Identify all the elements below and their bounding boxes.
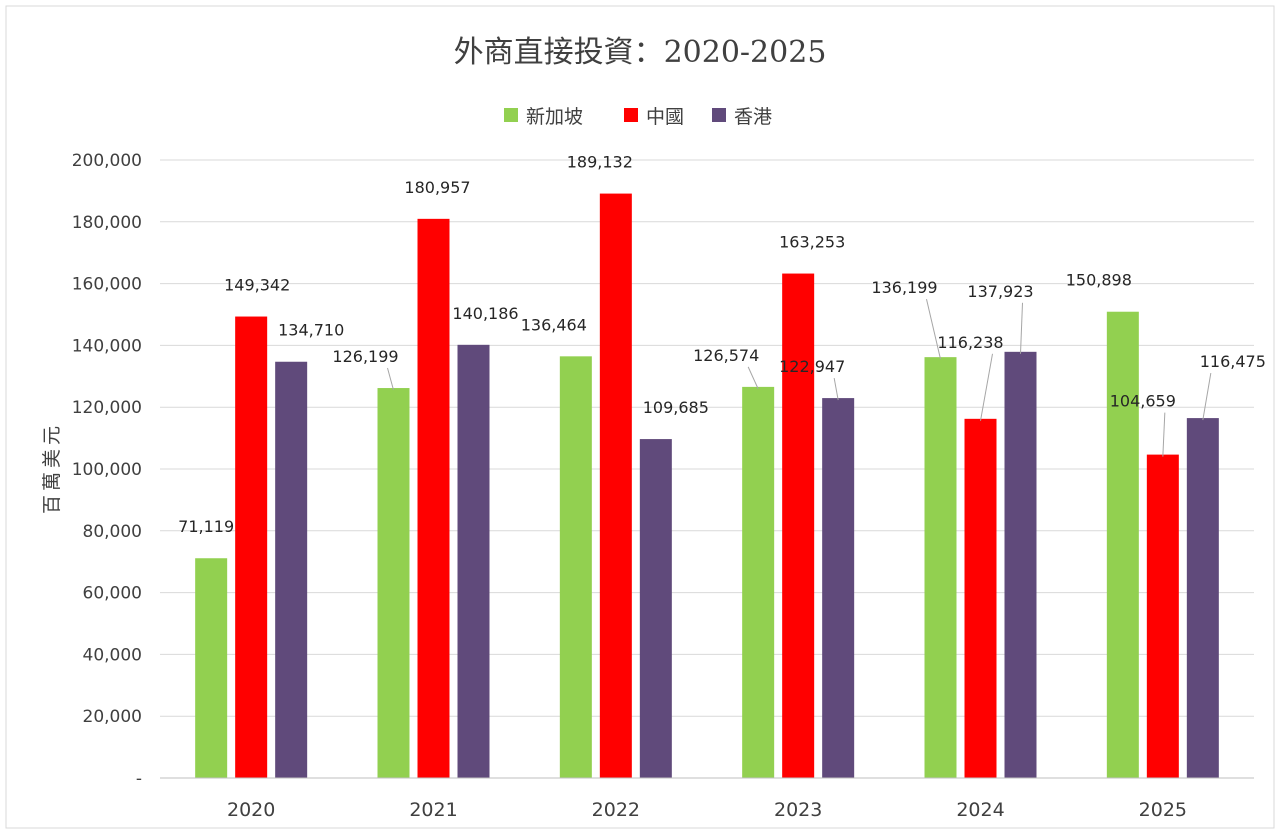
legend: 新加坡 中國 香港 — [504, 106, 772, 128]
x-tick-label: 2024 — [956, 799, 1004, 821]
leader-line — [1202, 373, 1212, 421]
bar-新加坡-2020 — [195, 558, 228, 778]
bar-中國-2020 — [235, 316, 268, 778]
y-tick-label: 200,000 — [72, 151, 142, 171]
data-labels: 71,119 149,342 134,710 126,199 180,957 140,18… — [178, 153, 1266, 537]
bar-新加坡-2024 — [924, 357, 957, 778]
bar-中國-2025 — [1146, 454, 1179, 778]
data-label: 116,238 — [937, 333, 1003, 352]
x-tick-label: 2020 — [227, 799, 275, 821]
y-tick-label: 140,000 — [72, 336, 142, 356]
legend-label: 中國 — [646, 106, 684, 128]
leader-line — [1162, 412, 1166, 457]
x-tick-label: 2025 — [1139, 799, 1187, 821]
leader-line — [387, 367, 394, 391]
bar-新加坡-2022 — [559, 356, 592, 778]
bar-新加坡-2025 — [1106, 311, 1139, 778]
data-label: 109,685 — [643, 398, 709, 417]
y-tick-label: 160,000 — [72, 275, 142, 295]
data-label: 180,957 — [404, 178, 470, 197]
data-label: 126,199 — [332, 347, 398, 366]
leader-line — [980, 353, 993, 421]
y-axis-label: 百萬美元 — [41, 422, 63, 514]
y-tick-label: 20,000 — [83, 707, 142, 727]
legend-label: 香港 — [734, 106, 772, 128]
leader-line — [926, 299, 941, 360]
x-tick-label: 2021 — [409, 799, 457, 821]
bar-香港-2022 — [639, 439, 672, 778]
bars — [195, 193, 1219, 778]
data-label: 137,923 — [967, 282, 1033, 301]
bar-香港-2020 — [275, 361, 308, 778]
data-label: 104,659 — [1110, 392, 1176, 411]
bar-香港-2023 — [822, 398, 855, 778]
x-tick-label: 2023 — [774, 799, 822, 821]
data-label: 71,119 — [178, 517, 234, 536]
leader-lines — [387, 299, 1212, 457]
bar-中國-2022 — [599, 193, 632, 778]
y-tick-label: - — [136, 769, 142, 789]
bar-新加坡-2021 — [377, 388, 410, 778]
gridlines — [160, 159, 1254, 779]
x-axis: 2020 2021 2022 2023 2024 2025 — [160, 777, 1254, 821]
data-label: 126,574 — [693, 346, 759, 365]
bar-中國-2024 — [964, 418, 997, 778]
leader-line — [833, 378, 839, 401]
legend-swatch — [712, 108, 726, 122]
data-label: 136,464 — [521, 315, 587, 334]
legend-swatch — [624, 108, 638, 122]
bar-香港-2025 — [1186, 418, 1219, 778]
bar-香港-2024 — [1004, 351, 1037, 778]
x-tick-label: 2022 — [592, 799, 640, 821]
y-tick-label: 180,000 — [72, 213, 142, 233]
data-label: 136,199 — [871, 278, 937, 297]
y-tick-label: 40,000 — [83, 645, 142, 665]
data-label: 189,132 — [567, 153, 633, 172]
data-label: 163,253 — [779, 233, 845, 252]
bar-中國-2023 — [782, 273, 815, 778]
bar-新加坡-2023 — [742, 386, 775, 778]
bar-香港-2021 — [457, 344, 490, 778]
data-label: 116,475 — [1200, 352, 1266, 371]
data-label: 134,710 — [278, 321, 344, 340]
y-tick-label: 60,000 — [83, 584, 142, 604]
chart-title: 外商直接投資：2020-2025 — [454, 35, 827, 70]
leader-line — [747, 366, 759, 390]
bar-中國-2021 — [417, 218, 450, 778]
leader-line — [1020, 302, 1023, 354]
y-tick-label: 80,000 — [83, 522, 142, 542]
y-axis: - 20,000 40,000 60,000 80,000 100,000 120,000 1… — [72, 151, 142, 789]
data-label: 149,342 — [224, 276, 290, 295]
data-label: 140,186 — [452, 304, 518, 323]
legend-swatch — [504, 108, 518, 122]
y-tick-label: 120,000 — [72, 398, 142, 418]
data-label: 150,898 — [1066, 271, 1132, 290]
legend-label: 新加坡 — [526, 106, 583, 128]
y-tick-label: 100,000 — [72, 460, 142, 480]
data-label: 122,947 — [779, 357, 845, 376]
